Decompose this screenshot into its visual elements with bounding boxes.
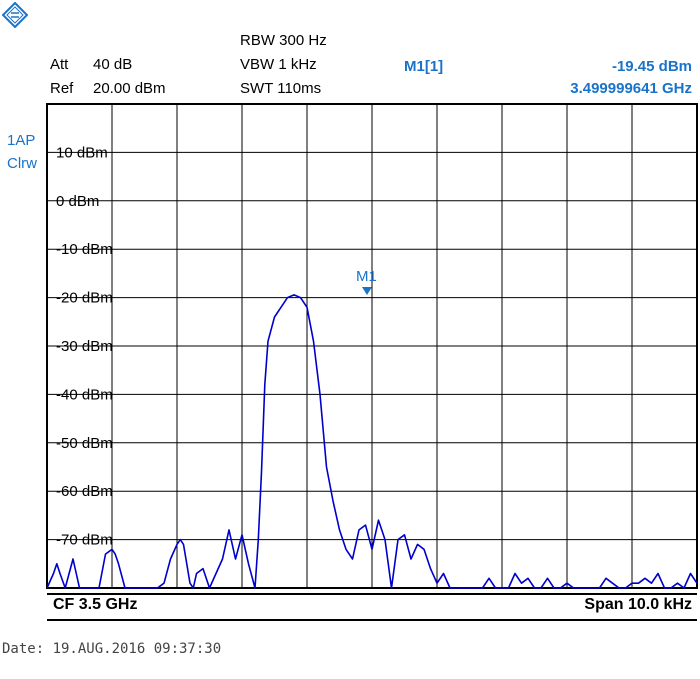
plot-grid — [46, 103, 698, 589]
logo-icon — [2, 2, 28, 28]
trace-mode-line1: 1AP — [7, 132, 36, 149]
date-stamp: Date: 19.AUG.2016 09:37:30 — [2, 641, 222, 657]
marker-name: M1[1] — [404, 58, 444, 75]
ref-label: Ref — [50, 80, 74, 97]
y-tick-label: -40 dBm — [56, 386, 113, 403]
y-tick-label: -30 dBm — [56, 338, 113, 355]
marker-frequency: 3.499999641 GHz — [570, 80, 692, 97]
trace-mode-line2: Clrw — [7, 155, 37, 172]
frequency-span: Span 10.0 kHz — [584, 596, 692, 613]
marker-m1: M1 — [356, 268, 377, 295]
y-tick-label: -10 dBm — [56, 241, 113, 258]
y-tick-label: 0 dBm — [56, 193, 99, 210]
footer-bar — [47, 593, 697, 621]
y-tick-label: 10 dBm — [56, 144, 108, 161]
y-axis-labels: 10 dBm 0 dBm -10 dBm -20 dBm -30 dBm -40 dBm -… — [56, 144, 113, 548]
ref-value: 20.00 dBm — [93, 80, 166, 97]
y-tick-label: -50 dBm — [56, 435, 113, 452]
att-value: 40 dB — [93, 56, 133, 73]
marker-triangle-icon — [362, 286, 372, 295]
swt-setting: SWT 110ms — [240, 80, 322, 97]
marker-label: M1 — [356, 268, 377, 285]
center-frequency: CF 3.5 GHz — [53, 596, 138, 613]
rbw-setting: RBW 300 Hz — [240, 32, 327, 49]
marker-level: -19.45 dBm — [611, 58, 692, 75]
y-tick-label: -60 dBm — [56, 483, 113, 500]
vbw-setting: VBW 1 kHz — [240, 56, 317, 73]
spectrum-trace — [46, 294, 698, 589]
att-label: Att — [50, 56, 69, 73]
y-tick-label: -70 dBm — [56, 532, 113, 549]
y-tick-label: -20 dBm — [56, 290, 113, 307]
